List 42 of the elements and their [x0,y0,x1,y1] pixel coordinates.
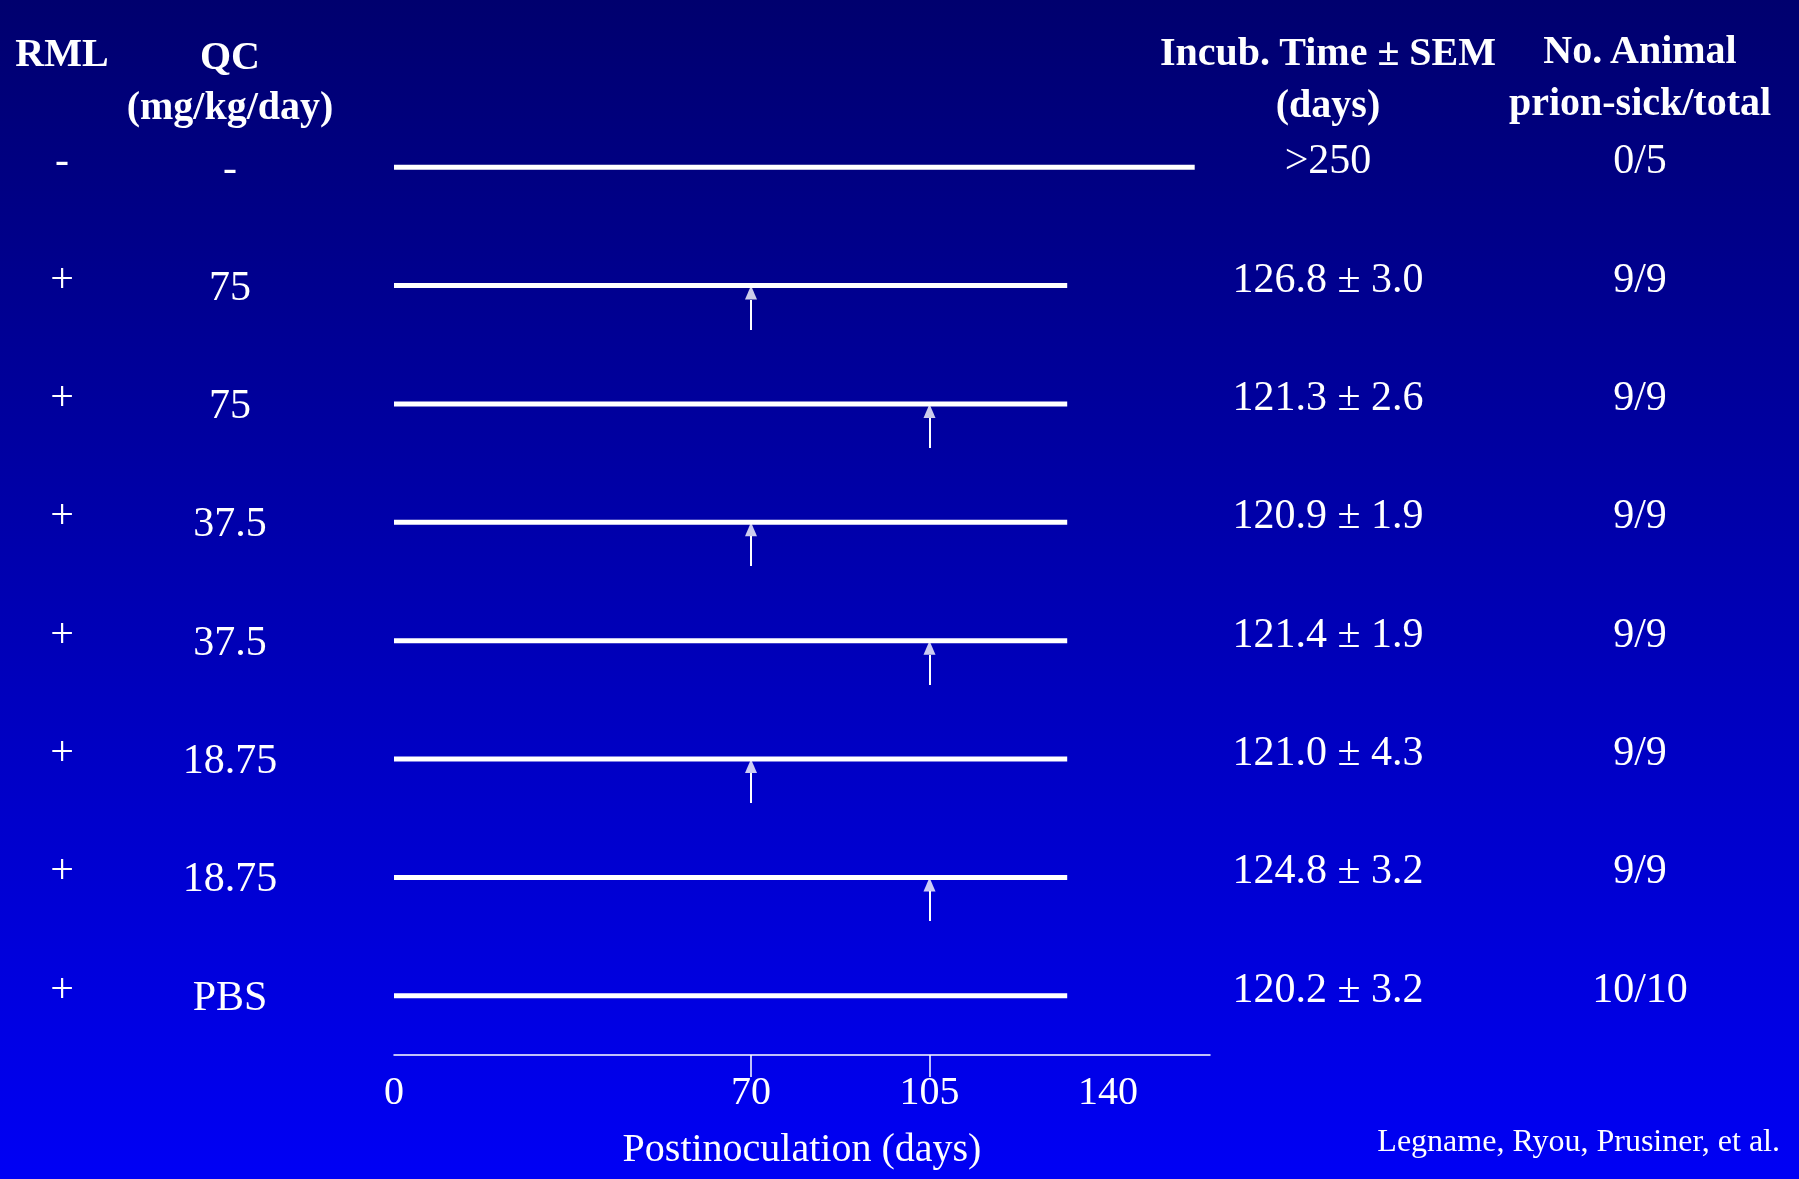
x-axis-title: Postinoculation (days) [622,1124,982,1170]
text: + [50,728,74,775]
y-tick-label: 18.75 [182,854,278,901]
text: + [50,846,74,893]
text: 124.8 ± 3.2 [1232,846,1424,893]
text: + [50,254,74,301]
text: Legname, Ryou, Prusiner, et al. [1377,1122,1780,1158]
y-tick-label: 18.75 [182,736,278,783]
text: 126.8 ± 3.0 [1232,254,1424,301]
text: 10/10 [1592,964,1688,1011]
y-tick-label: 37.5 [193,499,267,546]
text: 120.9 ± 1.9 [1232,491,1424,538]
text: No. Animal prion-sick/total [1508,26,1772,124]
text: 0/5 [1613,136,1667,183]
y-tick-label: - [223,144,237,191]
text: + [50,372,74,419]
y-tick-label: 75 [209,262,251,309]
text: RML [15,29,109,75]
annotation: Incub. Time ± SEM (days) [1159,28,1497,126]
x-tick-label: 105 [899,1067,960,1113]
text: 121.4 ± 1.9 [1232,609,1424,656]
text: 121.3 ± 2.6 [1232,372,1424,419]
text: >250 [1284,136,1372,183]
text: 121.0 ± 4.3 [1232,728,1424,775]
text: + [50,609,74,656]
text: 9/9 [1613,846,1667,893]
x-tick-label: 70 [731,1067,771,1113]
text: 9/9 [1613,491,1667,538]
text: + [50,964,74,1011]
text: + [50,491,74,538]
y-tick-label: PBS [192,972,268,1019]
y-tick-label: 75 [209,380,251,427]
text: 9/9 [1613,609,1667,656]
y-axis-title: QC (mg/kg/day) [126,32,334,128]
x-tick-label: 140 [1078,1067,1138,1113]
text: 9/9 [1613,728,1667,775]
text: 120.2 ± 3.2 [1232,964,1424,1011]
text: 9/9 [1613,372,1667,419]
y-tick-label: 37.5 [193,617,267,664]
x-tick-label: 0 [384,1067,404,1113]
text: 9/9 [1613,254,1667,301]
text: - [55,136,69,183]
